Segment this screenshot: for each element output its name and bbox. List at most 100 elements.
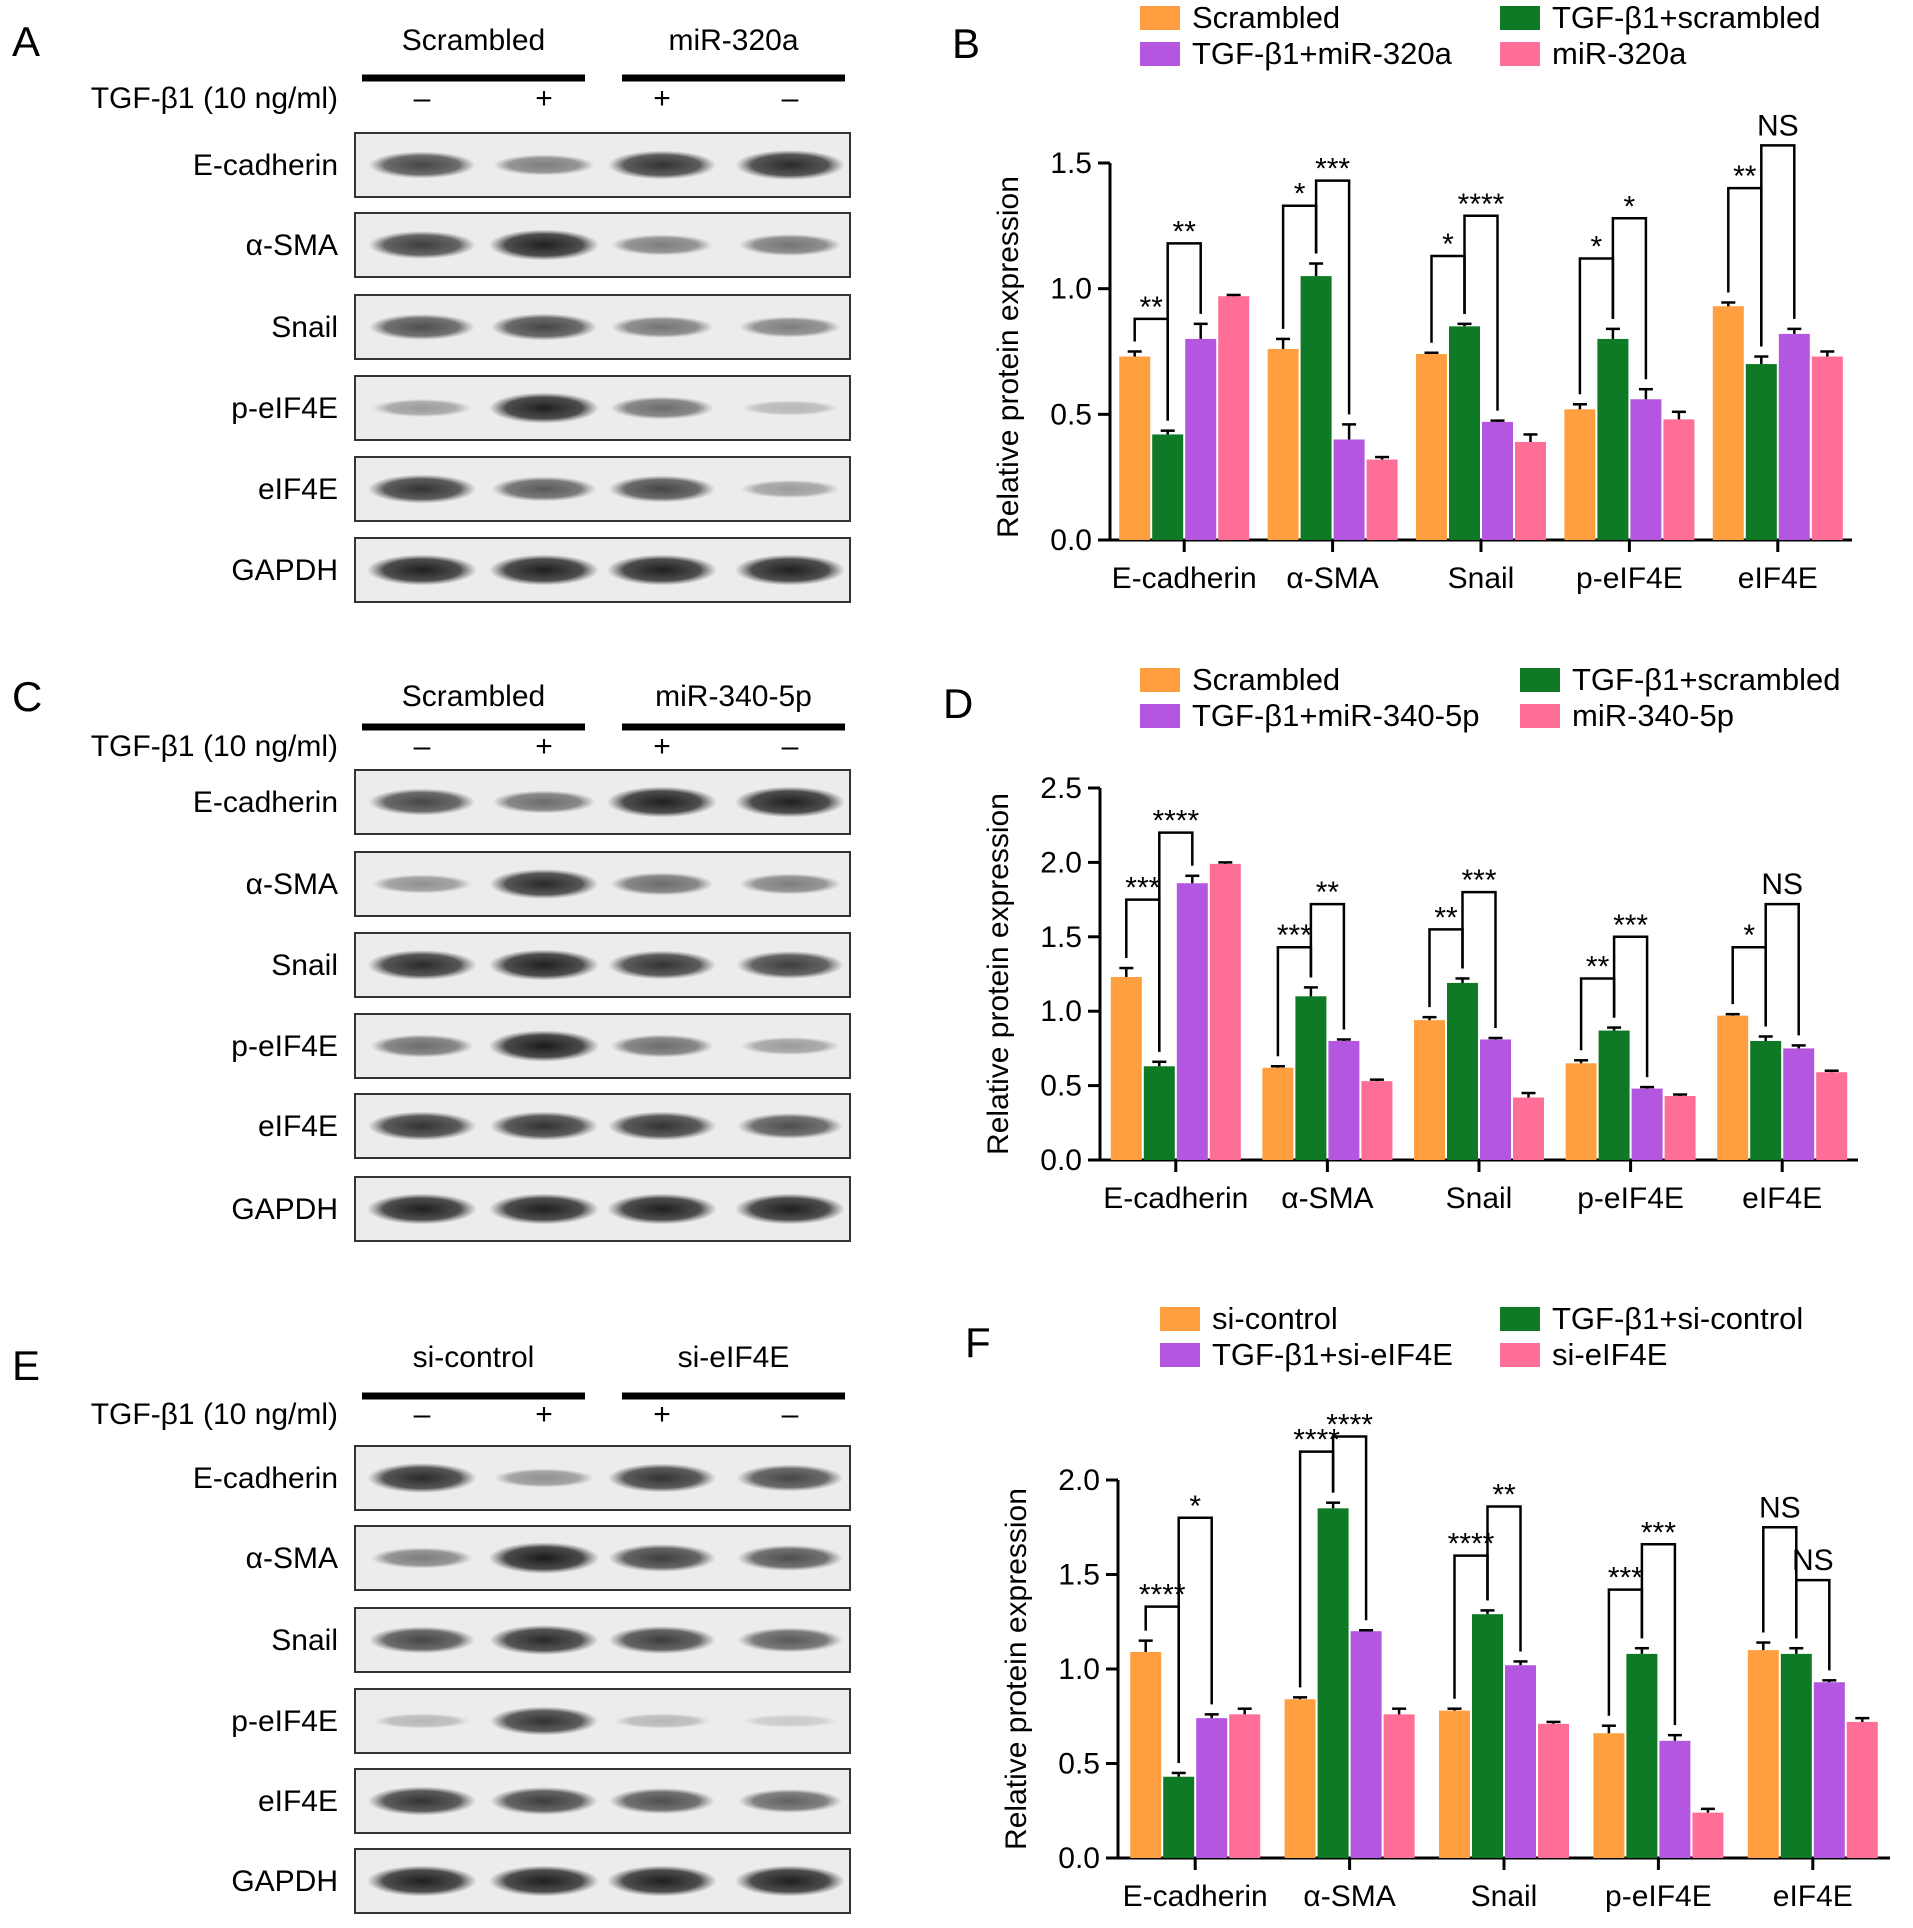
y-axis-label: Relative protein expression — [992, 176, 1025, 538]
blot-band — [734, 786, 846, 818]
blot-band — [738, 873, 842, 895]
blot-band — [740, 1037, 840, 1055]
bar — [1538, 1723, 1569, 1858]
significance-bracket — [1463, 214, 1499, 411]
blot-band — [370, 1034, 474, 1058]
y-tick-label: 0.0 — [1040, 1144, 1082, 1177]
bar — [1778, 333, 1810, 540]
bar — [1626, 1653, 1658, 1858]
significance-label: *** — [1613, 909, 1648, 942]
blot-band — [610, 872, 714, 896]
y-tick-label: 0.0 — [1058, 1842, 1100, 1875]
bar — [1366, 459, 1398, 540]
group-header: Scrambled — [402, 680, 545, 713]
treatment-sign: – — [414, 82, 431, 115]
bar — [1593, 1733, 1625, 1858]
bar — [1416, 354, 1447, 540]
blot-row-label: eIF4E — [258, 1110, 338, 1143]
blot-band — [606, 1193, 718, 1225]
bar — [1664, 1096, 1696, 1160]
significance-label: * — [1624, 190, 1636, 223]
y-tick-label: 1.0 — [1058, 1653, 1100, 1686]
legend-label: si-control — [1212, 1301, 1338, 1336]
panel-letter: B — [952, 20, 980, 67]
blot-band — [738, 316, 842, 338]
significance-label: ** — [1173, 215, 1197, 248]
bar — [1295, 996, 1327, 1160]
legend-swatch — [1500, 1307, 1540, 1331]
treatment-sign: + — [535, 82, 553, 115]
legend-swatch — [1140, 42, 1180, 66]
bar — [1163, 1776, 1195, 1858]
bar — [1630, 399, 1662, 540]
blot-band — [368, 1626, 476, 1654]
blot-band — [490, 313, 598, 341]
blot-row-label: p-eIF4E — [231, 392, 338, 425]
bar — [1284, 1699, 1316, 1858]
legend-swatch — [1500, 6, 1540, 30]
legend-label: miR-340-5p — [1572, 698, 1734, 733]
treatment-sign: – — [782, 82, 799, 115]
bar — [1262, 1067, 1294, 1160]
legend-swatch — [1140, 704, 1180, 728]
significance-label: NS — [1792, 1544, 1834, 1577]
significance-bracket — [1486, 1505, 1522, 1652]
blot-band — [607, 1463, 717, 1493]
bar — [1333, 439, 1365, 540]
bar — [1513, 1097, 1544, 1160]
bar — [1328, 1040, 1360, 1160]
bar — [1130, 1651, 1162, 1858]
blot-band — [367, 474, 477, 504]
blot-row-label: E-cadherin — [193, 786, 338, 819]
significance-bracket — [1640, 1543, 1677, 1726]
blot-band — [367, 1786, 477, 1816]
bar — [1712, 306, 1744, 540]
panel-letter: F — [965, 1319, 991, 1366]
blot-band — [734, 554, 846, 586]
y-tick-label: 0.5 — [1058, 1748, 1100, 1781]
bar — [1515, 441, 1546, 540]
legend-swatch — [1520, 668, 1560, 692]
bar — [1663, 419, 1695, 540]
blot-band — [738, 234, 842, 256]
bar — [1317, 1508, 1349, 1858]
bar — [1218, 296, 1250, 540]
bar — [1361, 1081, 1393, 1160]
blot-band — [488, 1030, 600, 1062]
blot-row-label: Snail — [271, 949, 338, 982]
significance-bracket — [1764, 902, 1800, 1036]
blot-row-label: α-SMA — [246, 1542, 338, 1575]
blot-band — [371, 874, 473, 894]
blot-band — [367, 1111, 477, 1141]
bar — [1152, 434, 1184, 540]
blot-band — [489, 869, 599, 899]
bar — [1565, 1063, 1597, 1160]
bar — [1350, 1631, 1382, 1858]
bar — [1185, 338, 1217, 540]
blot-band — [493, 1468, 595, 1488]
bar — [1119, 356, 1151, 540]
blot-band — [607, 950, 717, 980]
panel-letter: C — [12, 673, 42, 720]
y-tick-label: 1.5 — [1058, 1559, 1100, 1592]
blot-band — [608, 1788, 716, 1814]
treatment-sign: – — [782, 1398, 799, 1431]
blot-band — [366, 554, 478, 586]
treatment-sign: + — [535, 730, 553, 763]
significance-bracket — [1314, 179, 1351, 415]
blot-band — [489, 1706, 599, 1736]
legend-swatch — [1500, 42, 1540, 66]
significance-bracket — [1158, 831, 1194, 1052]
blot-band — [368, 231, 476, 259]
blot-row-label: Snail — [271, 1624, 338, 1657]
blot-band — [736, 951, 844, 979]
x-tick-label: E-cadherin — [1112, 562, 1257, 595]
bar — [1717, 1015, 1749, 1160]
blot-band — [488, 229, 600, 261]
blot-row-label: GAPDH — [231, 554, 338, 587]
treatment-sign: + — [535, 1398, 553, 1431]
blot-band — [608, 475, 716, 503]
significance-label: *** — [1315, 153, 1350, 186]
bar — [1505, 1665, 1536, 1858]
